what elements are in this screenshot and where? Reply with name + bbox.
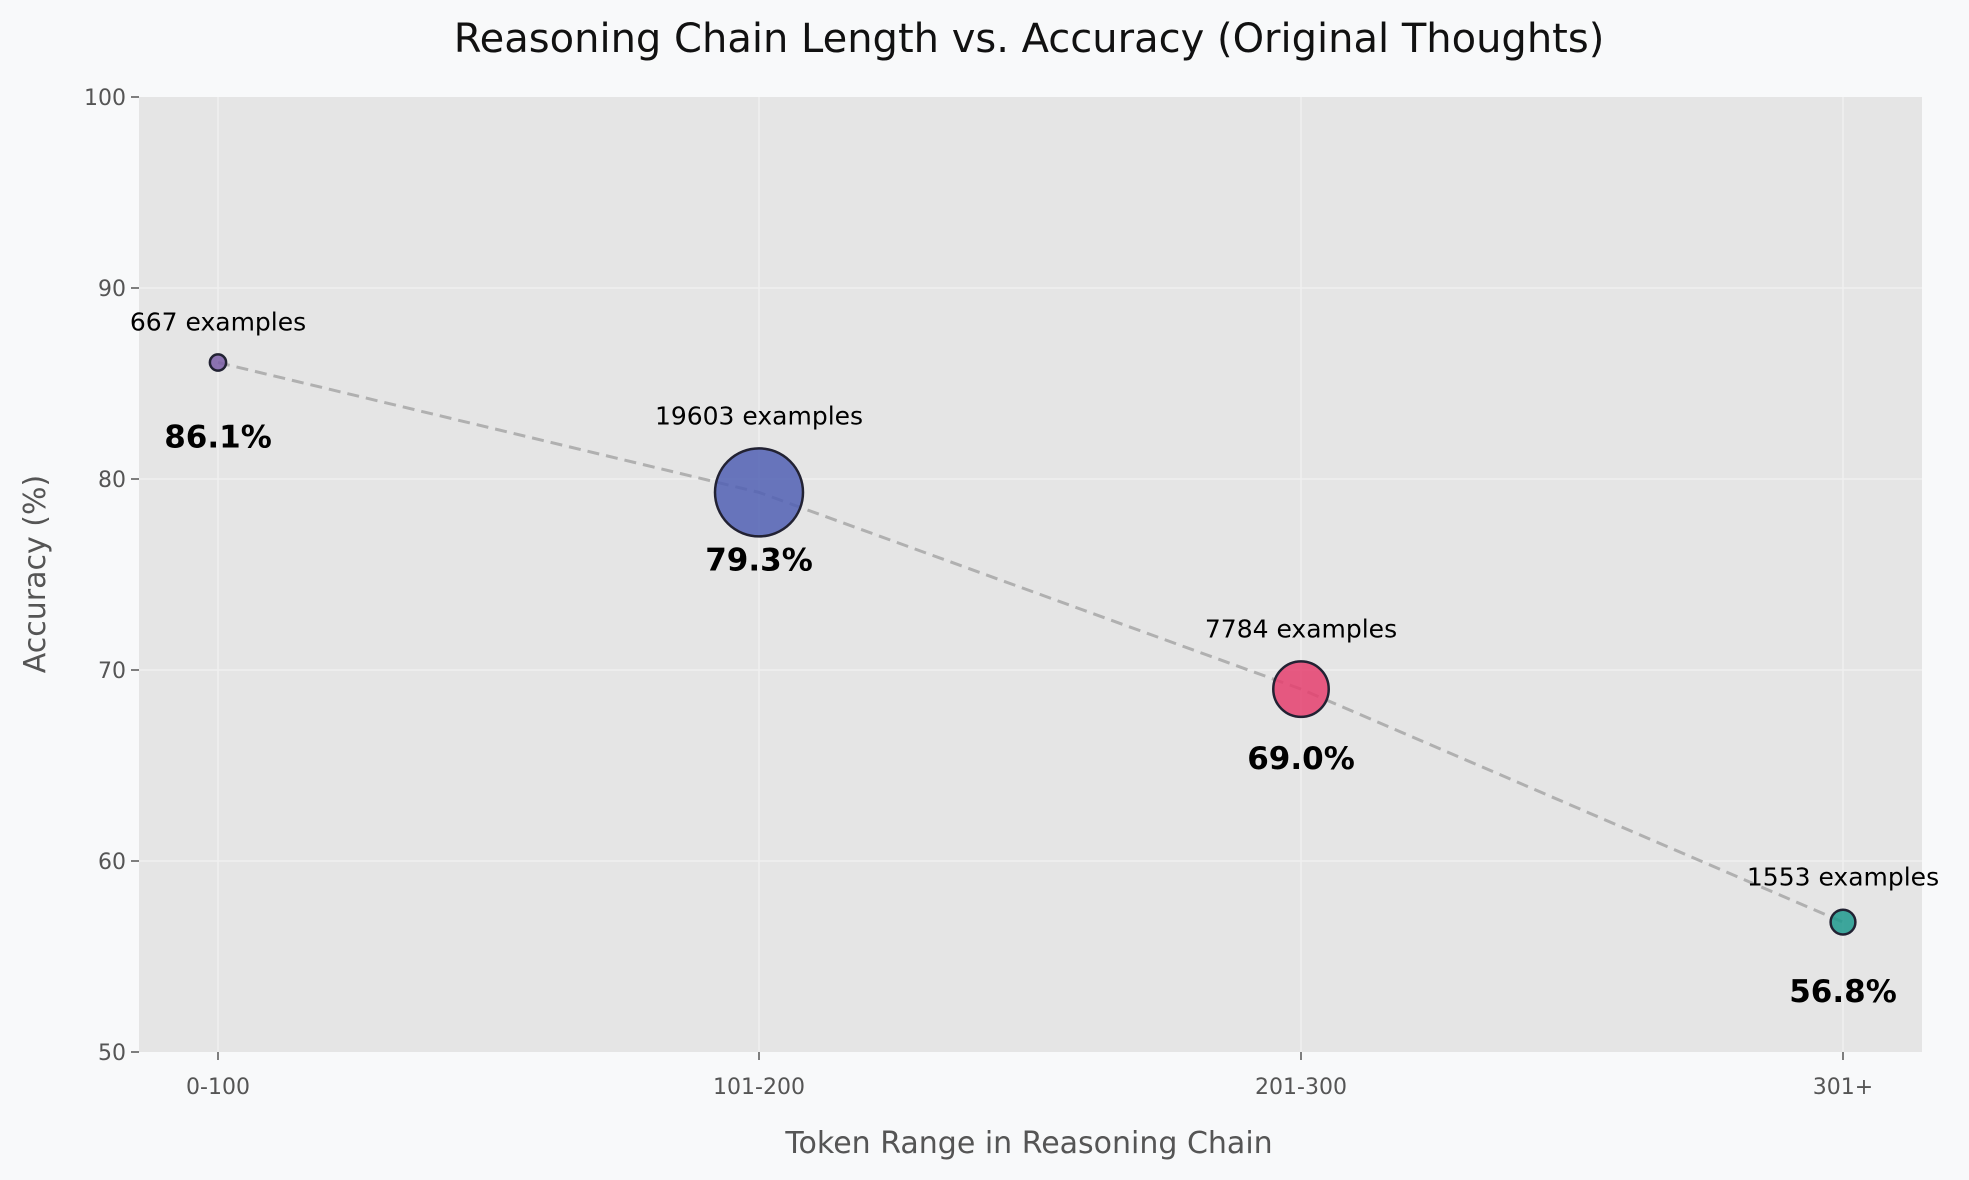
data-point <box>713 447 805 538</box>
y-axis-title: Accuracy (%) <box>18 475 53 673</box>
data-points <box>208 353 1857 936</box>
y-axis-ticks: 50 60 70 80 90 100 <box>84 86 139 1066</box>
count-label: 7784 examples <box>1205 614 1397 643</box>
data-point <box>208 353 228 372</box>
x-axis-title: Token Range in Reasoning Chain <box>784 1126 1272 1161</box>
x-tick-label: 201-300 <box>1255 1075 1347 1100</box>
y-tick-label: 70 <box>98 659 126 684</box>
accuracy-label: 79.3% <box>705 542 813 578</box>
x-axis-ticks: 0-100 101-200 201-300 301+ <box>186 1052 1873 1100</box>
x-tick-label: 0-100 <box>186 1075 250 1100</box>
accuracy-label: 69.0% <box>1247 741 1355 777</box>
data-point <box>1272 660 1330 719</box>
grid-lines <box>139 97 1922 1052</box>
y-tick-label: 100 <box>84 86 126 111</box>
y-tick-label: 50 <box>98 1041 126 1066</box>
x-tick-label: 301+ <box>1813 1075 1873 1100</box>
y-tick-label: 90 <box>98 277 126 302</box>
data-labels: 667 examples 86.1% 19603 examples 79.3% 7784… <box>130 307 1939 1010</box>
plot-area <box>139 97 1922 1052</box>
chart-title: Reasoning Chain Length vs. Accuracy (Ori… <box>454 16 1605 62</box>
y-tick-label: 80 <box>98 468 126 493</box>
data-point <box>1829 908 1857 936</box>
y-tick-label: 60 <box>98 850 126 875</box>
count-label: 667 examples <box>130 307 306 336</box>
accuracy-label: 86.1% <box>164 419 272 455</box>
x-tick-label: 101-200 <box>713 1075 805 1100</box>
count-label: 19603 examples <box>655 401 863 430</box>
count-label: 1553 examples <box>1747 863 1939 892</box>
accuracy-label: 56.8% <box>1789 974 1897 1010</box>
trend-line <box>217 361 1844 924</box>
